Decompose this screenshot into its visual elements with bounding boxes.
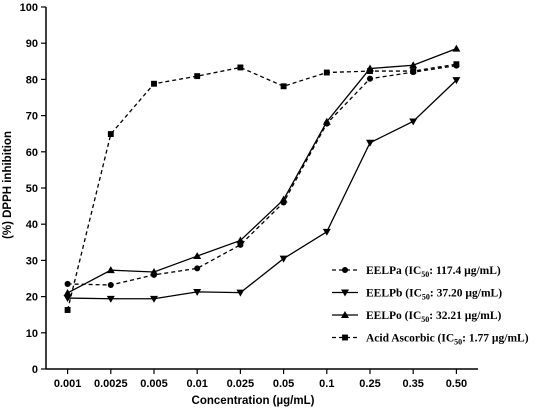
- data-point-acid-ascorbic: [194, 73, 201, 80]
- data-point-acid-ascorbic: [323, 69, 330, 76]
- y-tick-label: 60: [26, 147, 38, 159]
- data-point-acid-ascorbic: [453, 61, 460, 68]
- y-tick-label: 10: [26, 328, 38, 340]
- data-point-eelpb: [409, 118, 418, 126]
- y-tick-label: 80: [26, 74, 38, 86]
- legend-label: EELPb (IC50: 37.20 µg/mL): [366, 288, 502, 302]
- x-tick-label: 0.025: [227, 378, 255, 390]
- data-point-eelpb: [452, 77, 461, 85]
- x-axis-label: Concentration (µg/mL): [192, 395, 315, 407]
- data-point-eelpb: [366, 139, 374, 147]
- y-tick-label: 0: [32, 364, 38, 376]
- data-point-eelpb: [150, 295, 158, 303]
- data-point-eelpa: [366, 75, 374, 82]
- axes: 0 10 20 30 40 50 60 70 80 90 100 0.001 0.0025 0.005 0.…: [20, 2, 478, 390]
- data-point-eelpo: [279, 195, 288, 203]
- series-line-eelpb: [67, 79, 457, 300]
- x-tick-label: 0.1: [319, 378, 334, 390]
- data-point-eelpo: [193, 252, 202, 259]
- legend-marker: [341, 266, 349, 274]
- legend-marker: [341, 311, 349, 318]
- x-tick-label: 0.01: [186, 378, 207, 390]
- data-point-eelpo: [63, 288, 72, 296]
- data-point-acid-ascorbic: [107, 131, 114, 138]
- series-line-eelpa: [67, 65, 457, 286]
- legend-marker: [341, 289, 349, 297]
- legend-label: EELPo (IC50: 32.21 µg/mL): [366, 310, 502, 324]
- data-point-acid-ascorbic: [151, 80, 157, 87]
- data-point-eelpb: [63, 295, 72, 303]
- legend: EELPa (IC50: 117.4 µg/mL) EELPb (IC50: 37…: [332, 265, 529, 347]
- x-tick-label: 0.001: [54, 378, 82, 390]
- x-tick-label: 0.50: [446, 378, 467, 390]
- x-tick-label: 0.05: [273, 378, 294, 390]
- series-acid-ascorbic: [64, 61, 460, 313]
- legend-item-eelpb: EELPb (IC50: 37.20 µg/mL): [332, 288, 502, 302]
- y-tick-label: 20: [26, 292, 38, 304]
- data-point-eelpb: [279, 255, 288, 263]
- data-point-eelpo: [409, 61, 418, 69]
- data-point-eelpo: [150, 267, 158, 275]
- data-point-eelpo: [106, 266, 115, 274]
- y-axis-label: (%) DPPH inhibition: [2, 131, 14, 239]
- x-tick-label: 0.0025: [94, 378, 128, 390]
- y-tick-label: 70: [26, 111, 38, 123]
- y-tick-label: 90: [26, 38, 38, 50]
- y-tick-label: 50: [26, 183, 38, 195]
- series-eelpo: [63, 44, 461, 296]
- series-layer: [63, 44, 461, 313]
- data-point-acid-ascorbic: [237, 64, 244, 71]
- data-point-eelpo: [236, 236, 245, 244]
- x-tick-label: 0.005: [140, 378, 168, 390]
- data-point-eelpb: [322, 228, 331, 236]
- data-point-eelpb: [236, 289, 245, 297]
- legend-item-acid-ascorbic: Acid Ascorbic (IC50: 1.77 µg/mL): [332, 333, 529, 347]
- series-line-eelpo: [67, 48, 457, 294]
- y-tick-label: 40: [26, 219, 38, 231]
- data-point-acid-ascorbic: [280, 83, 287, 90]
- data-point-eelpo: [452, 44, 461, 52]
- data-point-acid-ascorbic: [64, 307, 71, 313]
- data-point-acid-ascorbic: [367, 68, 373, 75]
- data-point-eelpb: [106, 295, 115, 303]
- legend-item-eelpa: EELPa (IC50: 117.4 µg/mL): [332, 265, 501, 279]
- data-point-acid-ascorbic: [410, 68, 417, 75]
- y-tick-label: 100: [20, 2, 38, 14]
- series-line-acid-ascorbic: [66, 63, 457, 311]
- data-point-eelpb: [193, 288, 202, 296]
- data-point-eelpa: [194, 265, 201, 272]
- legend-label: Acid Ascorbic (IC50: 1.77 µg/mL): [366, 333, 529, 347]
- data-point-eelpa: [64, 280, 71, 287]
- series-eelpb: [63, 77, 461, 303]
- series-eelpa: [64, 62, 460, 289]
- data-point-eelpo: [322, 117, 331, 125]
- legend-item-eelpo: EELPo (IC50: 32.21 µg/mL): [332, 310, 502, 324]
- x-tick-label: 0.35: [402, 378, 423, 390]
- data-point-eelpa: [107, 281, 114, 289]
- y-tick-label: 30: [26, 255, 38, 267]
- x-tick-label: 0.25: [359, 378, 380, 390]
- legend-label: EELPa (IC50: 117.4 µg/mL): [366, 265, 501, 279]
- legend-marker: [342, 334, 348, 341]
